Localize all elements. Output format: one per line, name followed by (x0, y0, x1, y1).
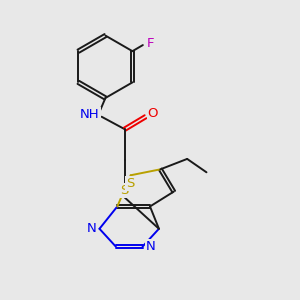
Text: S: S (127, 177, 135, 190)
Text: S: S (121, 184, 129, 196)
Text: F: F (147, 37, 154, 50)
Text: N: N (86, 222, 96, 235)
Text: NH: NH (80, 108, 100, 121)
Text: O: O (148, 107, 158, 120)
Text: N: N (146, 240, 156, 253)
